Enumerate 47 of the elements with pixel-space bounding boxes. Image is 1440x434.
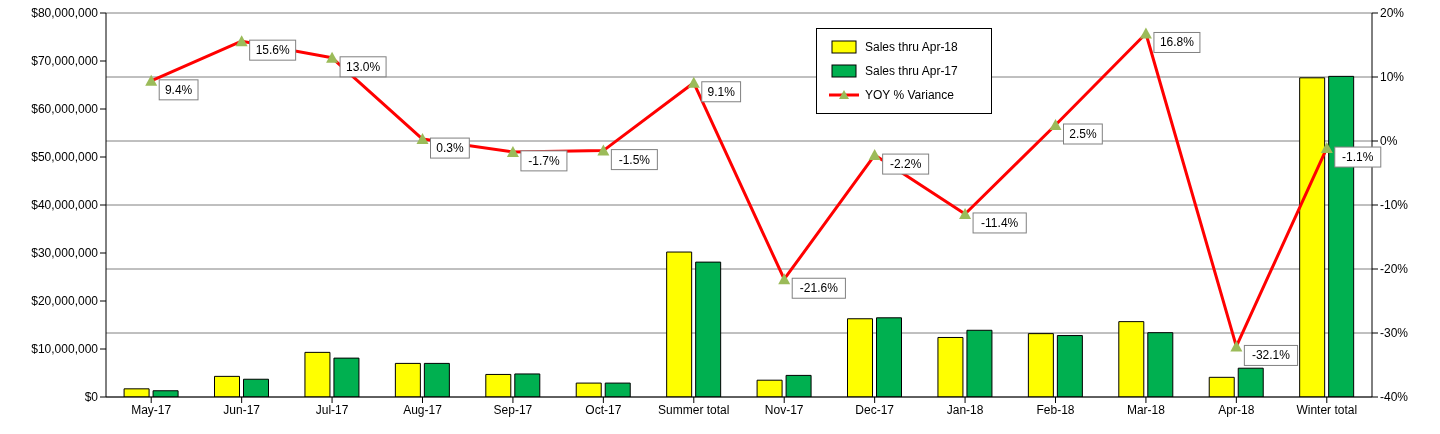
x-tick-label: Jul-17: [315, 402, 349, 417]
data-label: 2.5%: [1069, 127, 1097, 141]
y2-tick-label: 20%: [1380, 6, 1405, 21]
legend-label: YOY % Variance: [865, 88, 954, 102]
data-label: -32.1%: [1251, 348, 1291, 363]
y-tick-label: $0: [84, 390, 99, 405]
y-tick-label: $20,000,000: [31, 294, 99, 309]
y2-tick-label: 10%: [1380, 70, 1405, 85]
y-tick-label: $50,000,000: [31, 150, 99, 165]
y-tick-label: $40,000,000: [31, 198, 99, 213]
x-tick-label: Apr-18: [1218, 402, 1255, 417]
x-tick-label: Feb-18: [1036, 402, 1075, 417]
legend-label: Sales thru Apr-17: [865, 64, 958, 78]
data-label: -1.5%: [618, 152, 651, 167]
y-tick-label: $30,000,000: [31, 246, 99, 261]
data-label: 13.0%: [346, 59, 381, 74]
data-label: -21.6%: [799, 281, 839, 296]
x-tick-label: Winter total: [1296, 402, 1358, 417]
y-tick-label: $70,000,000: [31, 54, 99, 69]
x-tick-label: Aug-17: [403, 402, 443, 417]
data-label: 15.6%: [255, 43, 290, 58]
y2-tick-label: -40%: [1380, 390, 1409, 405]
x-tick-label: Sep-17: [493, 402, 533, 417]
y2-tick-label: -20%: [1380, 262, 1409, 277]
data-label: 9.4%: [164, 82, 193, 97]
data-label: -11.4%: [981, 215, 1019, 230]
data-label: -2.2%: [889, 157, 922, 172]
x-tick-label: Dec-17: [855, 402, 895, 417]
x-tick-label: Jun-17: [223, 402, 261, 417]
y-tick-label: $80,000,000: [31, 6, 99, 21]
y2-tick-label: 0%: [1380, 134, 1398, 149]
data-label: 16.8%: [1159, 35, 1195, 50]
data-label: 0.3%: [436, 141, 464, 156]
y2-tick-label: -30%: [1380, 326, 1409, 341]
y2-tick-label: -10%: [1380, 198, 1409, 213]
y-tick-label: $10,000,000: [31, 342, 99, 357]
x-tick-label: Mar-18: [1126, 402, 1166, 417]
legend-label: Sales thru Apr-18: [865, 40, 958, 54]
x-tick-label: Summer total: [658, 402, 730, 417]
data-label: -1.7%: [528, 153, 560, 168]
data-label: 9.1%: [707, 84, 736, 99]
x-tick-label: Jan-18: [946, 402, 984, 417]
x-tick-label: May-17: [131, 402, 172, 417]
y-tick-label: $60,000,000: [31, 102, 99, 117]
x-tick-label: Oct-17: [585, 402, 622, 417]
data-label: -1.1%: [1342, 150, 1374, 165]
x-tick-label: Nov-17: [764, 402, 804, 417]
